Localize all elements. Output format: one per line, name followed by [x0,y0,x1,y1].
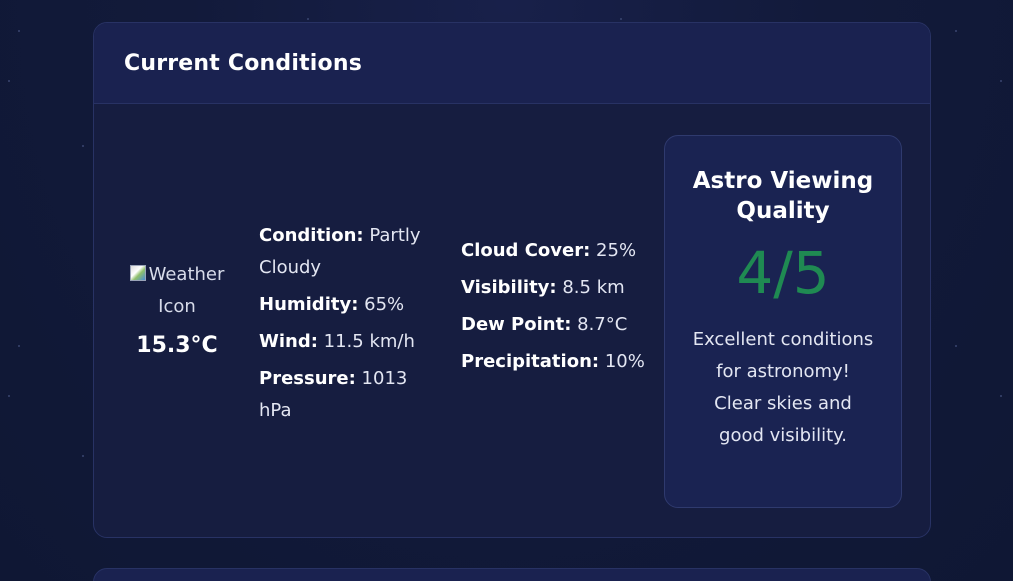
astro-title: Astro Viewing Quality [692,168,874,224]
detail-dew-point: Dew Point: 8.7°C [461,309,646,341]
detail-humidity: Humidity: 65% [259,289,439,321]
background-star [955,30,957,32]
astro-score: 4/5 [736,239,830,307]
broken-image-icon [129,265,146,281]
detail-value: 65% [364,294,405,315]
current-conditions-card: Current Conditions Weather Icon 15.3°C C… [93,22,931,538]
detail-label: Precipitation: [461,351,600,372]
background-star [620,18,622,20]
detail-value: 1013 hPa [259,368,408,421]
detail-value: 25% [596,240,637,261]
weather-icon-alt-text: Weather Icon [148,264,225,317]
details-column-left: Condition: Partly Cloudy Humidity: 65% W… [259,220,439,432]
detail-value: 8.5 km [562,277,625,298]
detail-label: Pressure: [259,368,356,389]
weather-summary: Weather Icon 15.3°C [122,259,232,358]
background-star [82,455,84,457]
detail-label: Visibility: [461,277,557,298]
detail-label: Cloud Cover: [461,240,591,261]
detail-label: Humidity: [259,294,359,315]
background-star [8,395,10,397]
background-star [82,145,84,147]
detail-label: Wind: [259,331,318,352]
detail-wind: Wind: 11.5 km/h [259,326,439,358]
astro-description: Excellent conditions for astronomy! Clea… [692,329,874,446]
detail-label: Dew Point: [461,314,572,335]
background-star [8,80,10,82]
background-star [1000,395,1002,397]
detail-value: 10% [604,351,645,372]
detail-label: Condition: [259,225,364,246]
weather-icon: Weather Icon [125,259,229,323]
next-card [93,568,931,581]
background-star [1000,80,1002,82]
detail-visibility: Visibility: 8.5 km [461,272,646,304]
detail-value: Partly Cloudy [259,225,421,278]
card-header: Current Conditions [94,23,930,104]
background-star [307,18,309,20]
background-star [955,345,957,347]
temperature: 15.3°C [136,333,218,358]
detail-cloud-cover: Cloud Cover: 25% [461,235,646,267]
detail-condition: Condition: Partly Cloudy [259,220,439,284]
detail-value: 11.5 km/h [323,331,415,352]
details-column-right: Cloud Cover: 25% Visibility: 8.5 km Dew … [461,235,646,383]
background-star [18,345,20,347]
detail-value: 8.7°C [577,314,628,335]
detail-pressure: Pressure: 1013 hPa [259,363,439,427]
card-title: Current Conditions [124,50,363,76]
astro-viewing-panel: Astro Viewing Quality 4/5 Excellent cond… [664,135,902,508]
detail-precipitation: Precipitation: 10% [461,346,646,378]
background-star [18,30,20,32]
